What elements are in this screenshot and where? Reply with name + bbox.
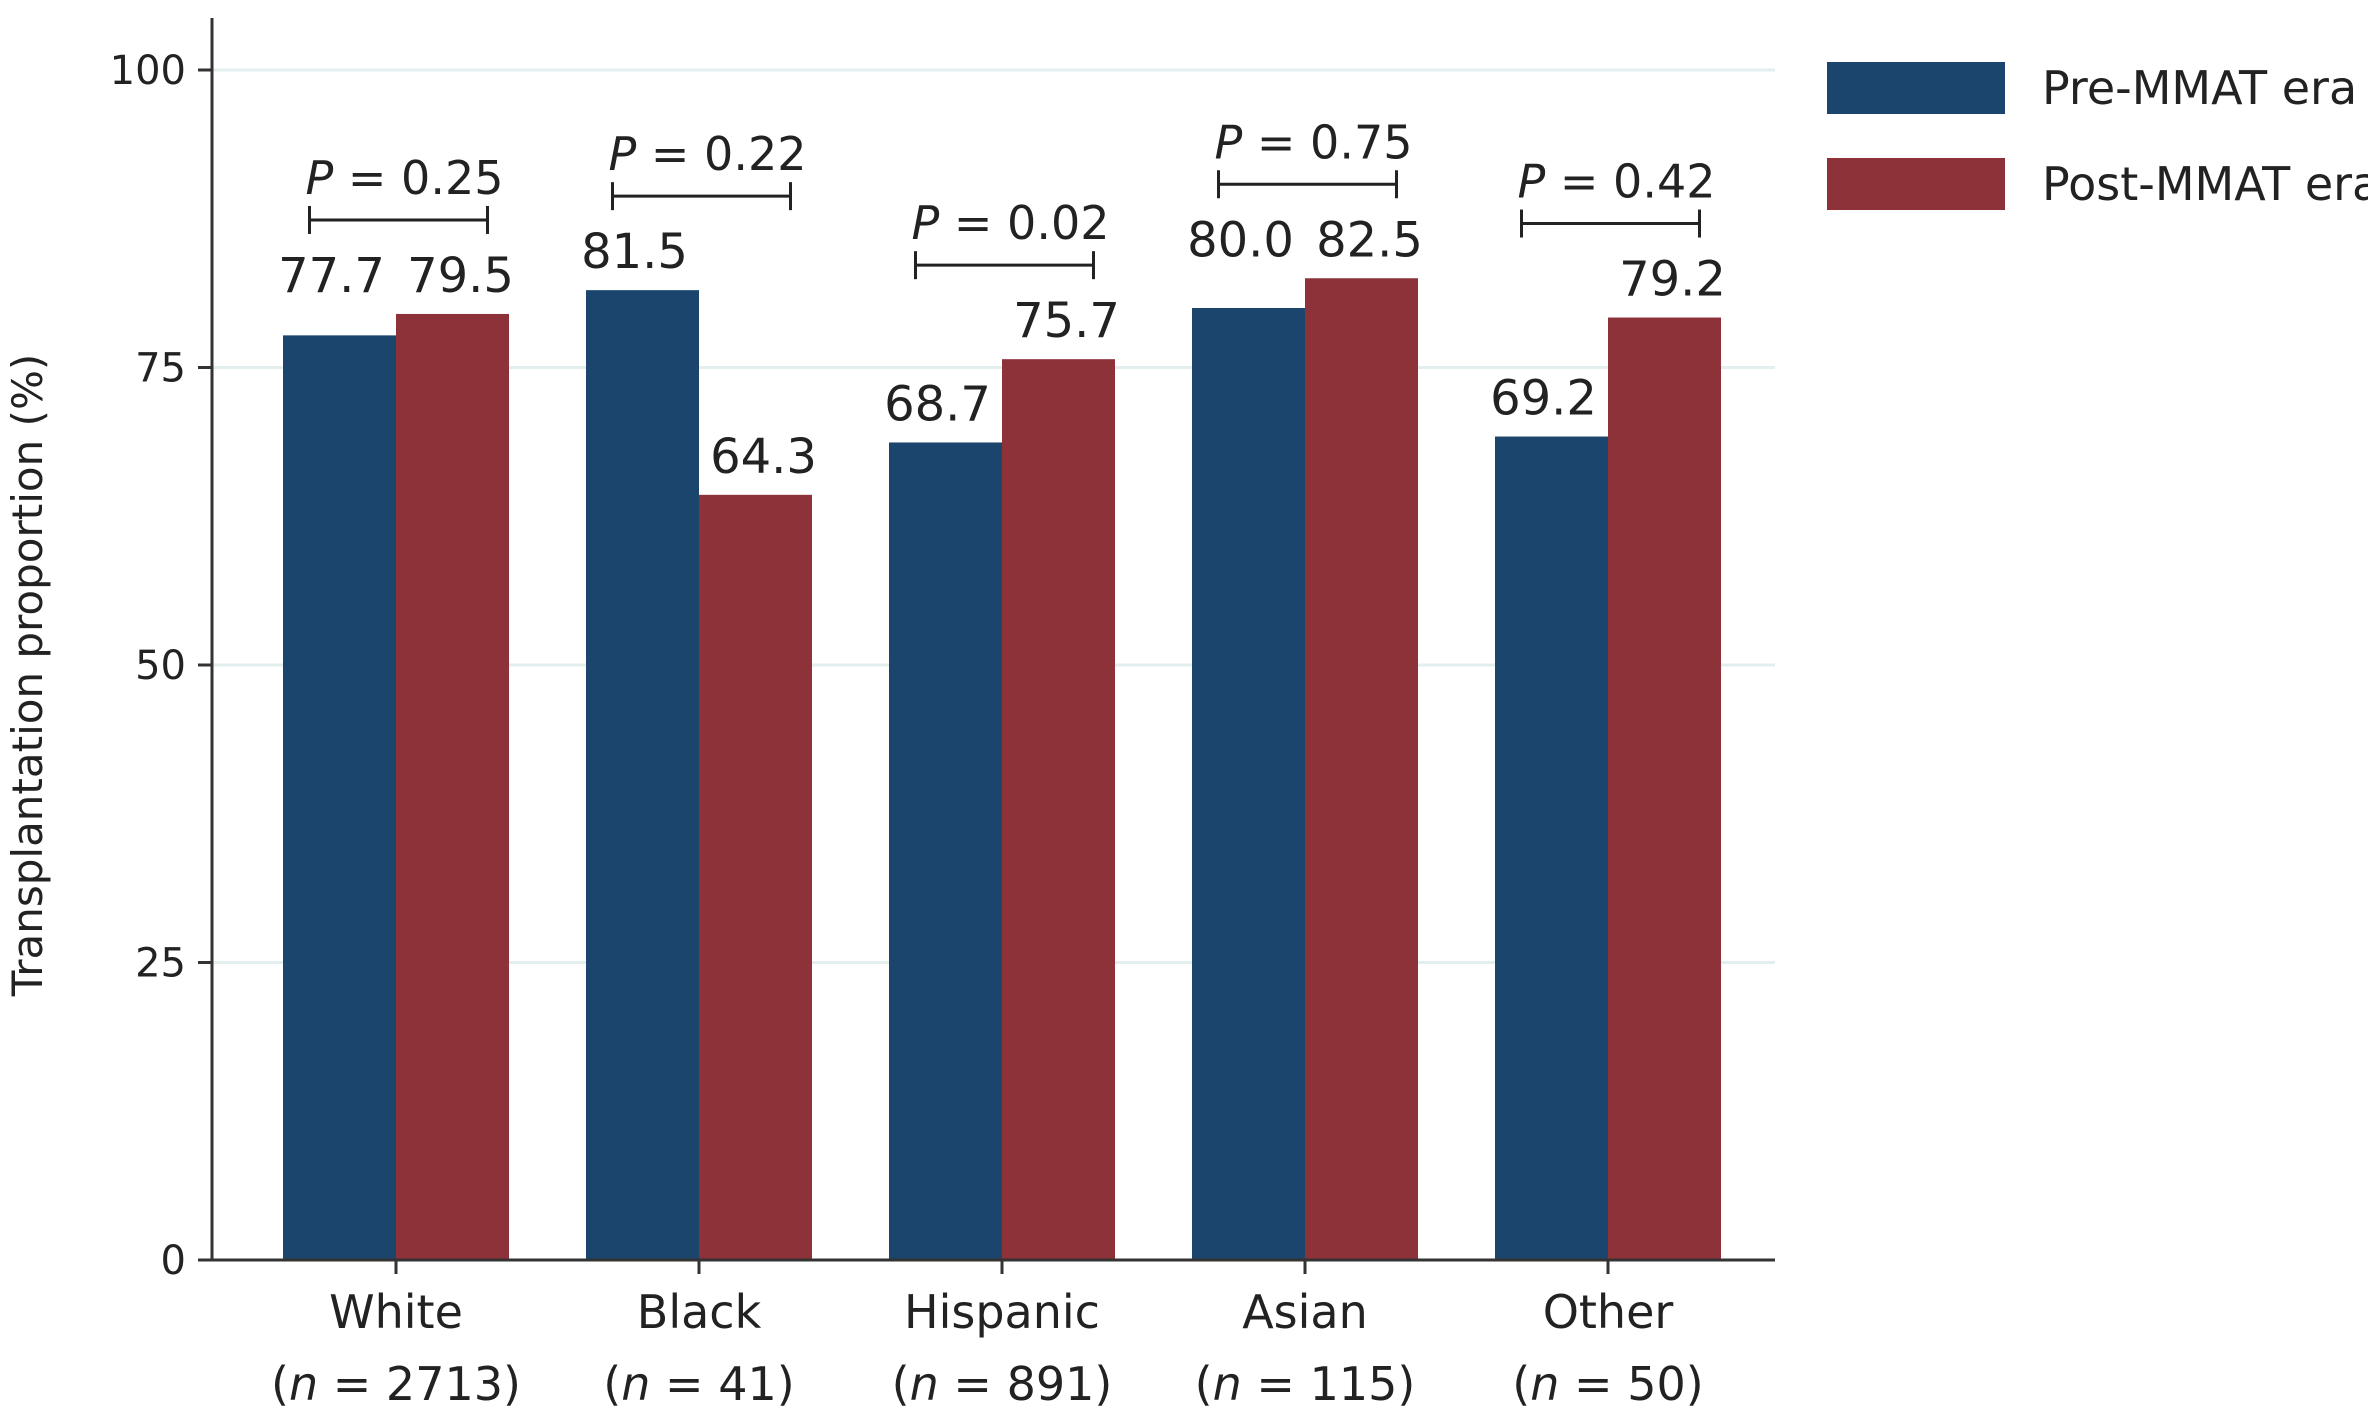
x-tick-labels: White (n = 2713) Black (n = 41) Hispanic (n =… (271, 1285, 1704, 1409)
p-value-label: P = 0.25 (306, 151, 504, 205)
bar-pre-mmat-black (586, 290, 699, 1260)
category-n-label: (n = 2713) (271, 1357, 521, 1409)
y-axis-title: Transplantation proportion (%) (3, 354, 52, 998)
value-label-pre: 81.5 (581, 224, 688, 280)
legend-swatch (1827, 62, 2005, 114)
value-label-post: 82.5 (1316, 212, 1423, 268)
legend-label: Post-MMAT era (2042, 157, 2368, 211)
y-tick-label: 50 (135, 643, 186, 689)
bar-pre-mmat-hispanic (889, 442, 1002, 1261)
bar-pre-mmat-asian (1192, 308, 1305, 1260)
value-label-post: 79.2 (1619, 252, 1726, 308)
legend-swatch (1827, 158, 2005, 210)
bar-pre-mmat-white (283, 335, 396, 1260)
value-labels: 77.7 79.5 81.5 64.3 68.7 75.7 80.0 82.5 69.2 79.2 (278, 212, 1726, 485)
value-label-pre: 80.0 (1187, 212, 1294, 268)
value-label-pre: 69.2 (1490, 371, 1597, 427)
axes (210, 18, 1775, 1274)
bar-post-mmat-hispanic (1002, 359, 1115, 1260)
category-n-label: (n = 891) (892, 1357, 1113, 1409)
p-value-annotations: P = 0.25 P = 0.22 P = 0.02 P = 0.75 P = 0.42 (306, 115, 1716, 280)
p-value-label: P = 0.75 (1215, 115, 1413, 169)
category-label: White (329, 1285, 463, 1339)
y-tick-label: 25 (135, 941, 186, 987)
bar-post-mmat-other (1608, 317, 1721, 1260)
bar-pre-mmat-other (1495, 436, 1608, 1260)
bar-post-mmat-black (699, 494, 812, 1261)
value-label-post: 75.7 (1013, 293, 1120, 349)
value-label-post: 79.5 (407, 248, 514, 304)
category-n-label: (n = 115) (1195, 1357, 1416, 1409)
bar-post-mmat-white (396, 313, 509, 1260)
legend-label: Pre-MMAT era (2042, 61, 2357, 115)
y-ticks: 0 25 50 75 100 (110, 48, 212, 1284)
legend: Pre-MMAT era Post-MMAT era (1827, 61, 2368, 211)
y-tick-label: 100 (110, 48, 186, 94)
p-value-label: P = 0.42 (1518, 155, 1716, 209)
category-n-label: (n = 41) (603, 1357, 794, 1409)
value-label-pre: 77.7 (278, 248, 385, 304)
value-label-post: 64.3 (710, 429, 817, 485)
category-label: Black (637, 1285, 762, 1339)
category-label: Asian (1242, 1285, 1368, 1339)
p-value-label: P = 0.22 (609, 127, 807, 181)
category-n-label: (n = 50) (1512, 1357, 1703, 1409)
category-label: Other (1543, 1285, 1674, 1339)
p-value-label: P = 0.02 (912, 196, 1110, 250)
bars (283, 278, 1721, 1261)
category-label: Hispanic (904, 1285, 1100, 1339)
y-tick-label: 75 (135, 346, 186, 392)
y-tick-label: 0 (161, 1238, 186, 1284)
bar-post-mmat-asian (1305, 278, 1418, 1260)
value-label-pre: 68.7 (884, 376, 991, 432)
